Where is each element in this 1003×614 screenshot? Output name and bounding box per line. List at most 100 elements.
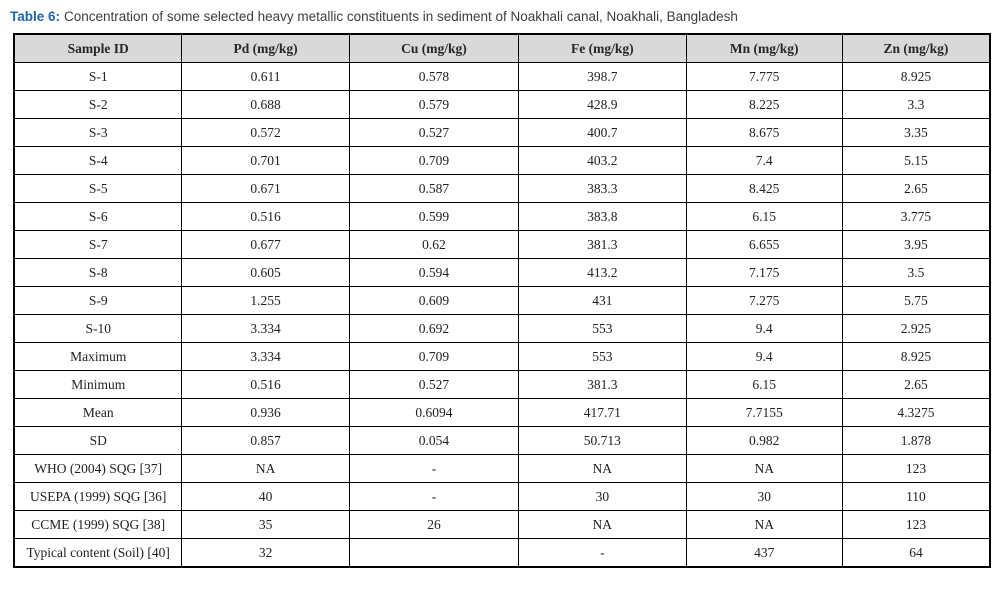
value-cell: 123 bbox=[841, 454, 991, 483]
value-cell: 3.334 bbox=[181, 314, 350, 343]
table-row: S-10 3.334 0.692 553 9.4 2.925 bbox=[13, 314, 991, 343]
value-cell: 3.3 bbox=[841, 90, 991, 119]
value-cell: 9.4 bbox=[685, 342, 843, 371]
value-cell: 1.878 bbox=[841, 426, 991, 455]
table-head: Sample ID Pd (mg/kg) Cu (mg/kg) Fe (mg/kg) M… bbox=[13, 33, 991, 63]
value-cell: 2.65 bbox=[841, 174, 991, 203]
row-label-cell: Mean bbox=[13, 398, 183, 427]
row-label-cell: S-2 bbox=[13, 90, 183, 119]
value-cell: NA bbox=[518, 454, 687, 483]
value-cell: 30 bbox=[518, 482, 687, 511]
row-label-cell: S-9 bbox=[13, 286, 183, 315]
value-cell: 0.936 bbox=[181, 398, 350, 427]
table-row: S-8 0.605 0.594 413.2 7.175 3.5 bbox=[13, 258, 991, 287]
table-caption: Table 6: Concentration of some selected h… bbox=[10, 8, 993, 25]
value-cell: 431 bbox=[518, 286, 687, 315]
value-cell: 383.8 bbox=[518, 202, 687, 231]
table-row: S-2 0.688 0.579 428.9 8.225 3.3 bbox=[13, 90, 991, 119]
table-row: SD 0.857 0.054 50.713 0.982 1.878 bbox=[13, 426, 991, 455]
value-cell: 9.4 bbox=[685, 314, 843, 343]
value-cell: 0.605 bbox=[181, 258, 350, 287]
value-cell: 40 bbox=[181, 482, 350, 511]
value-cell: NA bbox=[685, 510, 843, 539]
value-cell: 26 bbox=[348, 510, 520, 539]
value-cell: 400.7 bbox=[518, 118, 687, 147]
value-cell: 0.527 bbox=[348, 370, 520, 399]
value-cell: 8.925 bbox=[841, 342, 991, 371]
table-caption-text: Concentration of some selected heavy met… bbox=[64, 9, 738, 24]
value-cell: 381.3 bbox=[518, 370, 687, 399]
row-label-cell: WHO (2004) SQG [37] bbox=[13, 454, 183, 483]
table-body: S-1 0.611 0.578 398.7 7.775 8.925 S-2 0.688 0.57… bbox=[13, 62, 991, 568]
value-cell: 0.587 bbox=[348, 174, 520, 203]
value-cell: 417.71 bbox=[518, 398, 687, 427]
value-cell: 3.95 bbox=[841, 230, 991, 259]
value-cell: 0.688 bbox=[181, 90, 350, 119]
column-header: Zn (mg/kg) bbox=[841, 33, 991, 63]
value-cell: 32 bbox=[181, 538, 350, 568]
table-row: Maximum 3.334 0.709 553 9.4 8.925 bbox=[13, 342, 991, 371]
value-cell: 35 bbox=[181, 510, 350, 539]
value-cell: 0.054 bbox=[348, 426, 520, 455]
value-cell: 7.775 bbox=[685, 62, 843, 91]
value-cell: - bbox=[348, 482, 520, 511]
value-cell: 64 bbox=[841, 538, 991, 568]
row-label-cell: Typical content (Soil) [40] bbox=[13, 538, 183, 568]
value-cell: 6.655 bbox=[685, 230, 843, 259]
table-row: S-6 0.516 0.599 383.8 6.15 3.775 bbox=[13, 202, 991, 231]
column-header: Cu (mg/kg) bbox=[348, 33, 520, 63]
table-row: S-9 1.255 0.609 431 7.275 5.75 bbox=[13, 286, 991, 315]
column-header: Mn (mg/kg) bbox=[685, 33, 843, 63]
value-cell: 0.62 bbox=[348, 230, 520, 259]
table-caption-label: Table 6: bbox=[10, 9, 61, 24]
value-cell: 0.701 bbox=[181, 146, 350, 175]
value-cell: 0.599 bbox=[348, 202, 520, 231]
table-row: S-1 0.611 0.578 398.7 7.775 8.925 bbox=[13, 62, 991, 91]
value-cell: 383.3 bbox=[518, 174, 687, 203]
value-cell: 3.35 bbox=[841, 118, 991, 147]
value-cell: 2.65 bbox=[841, 370, 991, 399]
value-cell: 413.2 bbox=[518, 258, 687, 287]
value-cell: 0.709 bbox=[348, 146, 520, 175]
value-cell: 428.9 bbox=[518, 90, 687, 119]
row-label-cell: Minimum bbox=[13, 370, 183, 399]
value-cell: 110 bbox=[841, 482, 991, 511]
value-cell: 0.671 bbox=[181, 174, 350, 203]
value-cell: 0.6094 bbox=[348, 398, 520, 427]
row-label-cell: S-8 bbox=[13, 258, 183, 287]
value-cell: 8.675 bbox=[685, 118, 843, 147]
value-cell: 0.578 bbox=[348, 62, 520, 91]
value-cell: 7.175 bbox=[685, 258, 843, 287]
value-cell: 50.713 bbox=[518, 426, 687, 455]
table-row: WHO (2004) SQG [37] NA - NA NA 123 bbox=[13, 454, 991, 483]
value-cell: 3.775 bbox=[841, 202, 991, 231]
value-cell: 5.15 bbox=[841, 146, 991, 175]
heavy-metals-table: Sample ID Pd (mg/kg) Cu (mg/kg) Fe (mg/kg) M… bbox=[13, 33, 991, 568]
value-cell: 3.334 bbox=[181, 342, 350, 371]
value-cell: 0.516 bbox=[181, 202, 350, 231]
row-label-cell: S-6 bbox=[13, 202, 183, 231]
value-cell: NA bbox=[685, 454, 843, 483]
value-cell: 6.15 bbox=[685, 202, 843, 231]
table-row: Minimum 0.516 0.527 381.3 6.15 2.65 bbox=[13, 370, 991, 399]
value-cell: - bbox=[518, 538, 687, 568]
value-cell: 0.692 bbox=[348, 314, 520, 343]
row-label-cell: S-3 bbox=[13, 118, 183, 147]
row-label-cell: USEPA (1999) SQG [36] bbox=[13, 482, 183, 511]
row-label-cell: CCME (1999) SQG [38] bbox=[13, 510, 183, 539]
value-cell: 381.3 bbox=[518, 230, 687, 259]
value-cell: 123 bbox=[841, 510, 991, 539]
value-cell: - bbox=[348, 454, 520, 483]
value-cell: 553 bbox=[518, 314, 687, 343]
value-cell: 7.275 bbox=[685, 286, 843, 315]
value-cell: 1.255 bbox=[181, 286, 350, 315]
value-cell: NA bbox=[181, 454, 350, 483]
table-row: S-7 0.677 0.62 381.3 6.655 3.95 bbox=[13, 230, 991, 259]
value-cell: 0.527 bbox=[348, 118, 520, 147]
column-header: Pd (mg/kg) bbox=[181, 33, 350, 63]
value-cell: NA bbox=[518, 510, 687, 539]
value-cell: 403.2 bbox=[518, 146, 687, 175]
value-cell: 7.4 bbox=[685, 146, 843, 175]
table-row: S-3 0.572 0.527 400.7 8.675 3.35 bbox=[13, 118, 991, 147]
